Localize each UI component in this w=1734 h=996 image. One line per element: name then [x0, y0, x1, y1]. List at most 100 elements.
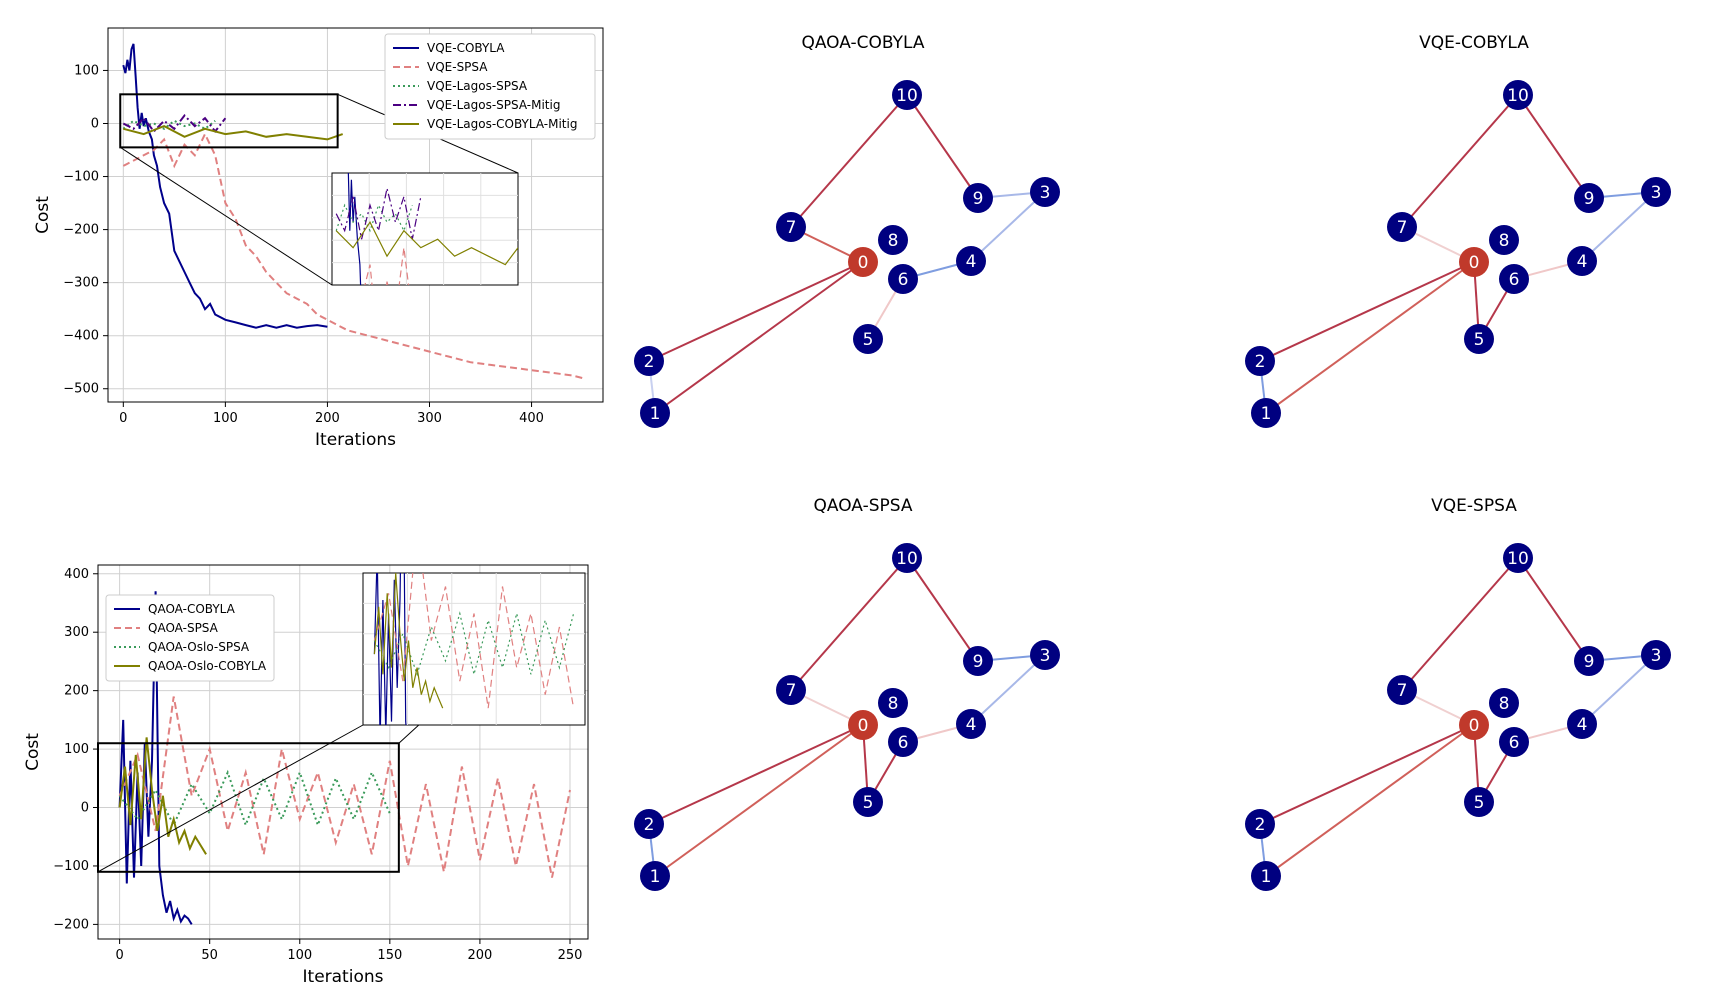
inset-axes [362, 572, 586, 726]
graph-node-6: 6 [888, 264, 918, 294]
graph-node-label: 8 [1499, 694, 1510, 714]
y-tick-label: −200 [63, 223, 99, 238]
graph-node-label: 9 [973, 189, 984, 209]
legend-label-3: VQE-Lagos-SPSA-Mitig [427, 98, 560, 112]
graph-node-circle [1245, 809, 1275, 839]
graph-node-label: 8 [888, 231, 899, 251]
graph-node-label: 6 [1509, 733, 1520, 753]
graph-node-label: 6 [898, 270, 909, 290]
graph-node-circle [640, 861, 670, 891]
inset-series [335, 173, 518, 285]
graph-node-label: 7 [786, 218, 797, 238]
graph-node-circle [1489, 225, 1519, 255]
axes-frame [107, 27, 604, 403]
graph-edge-0-2 [648, 261, 864, 362]
graph-node-circle [776, 675, 806, 705]
graph-node-label: 4 [1577, 252, 1588, 272]
graph-node-circle [1464, 787, 1494, 817]
graph-node-circle [1030, 640, 1060, 670]
graph-edge-10-7 [790, 557, 908, 691]
graph-node-label: 3 [1651, 183, 1662, 203]
graph-node-3: 3 [1030, 640, 1060, 670]
graph-edge-0-1 [1265, 261, 1475, 414]
graph-node-2: 2 [1245, 346, 1275, 376]
graph-node-circle [1641, 640, 1671, 670]
graph-node-circle [892, 80, 922, 110]
graph-node-6: 6 [1499, 727, 1529, 757]
x-tick-label: 100 [213, 411, 238, 426]
graph-node-circle [878, 225, 908, 255]
x-tick-label: 300 [417, 411, 442, 426]
graph-node-10: 10 [1503, 543, 1533, 573]
graph-edge-3-4 [970, 654, 1046, 725]
graph-node-6: 6 [888, 727, 918, 757]
x-tick-label: 250 [558, 948, 583, 963]
graph-node-label: 3 [1040, 646, 1051, 666]
graph-node-circle [956, 709, 986, 739]
zoom-connector [119, 146, 333, 286]
graph-node-circle [1459, 710, 1489, 740]
inset-series-line-4 [335, 221, 518, 266]
graph-node-9: 9 [963, 183, 993, 213]
series-line-1 [122, 131, 583, 380]
graph-panel-4: VQE-SPSA 0 1 2 3 4 5 6 7 8 9 10 [1245, 496, 1671, 891]
zoom-box [119, 93, 339, 149]
graph-node-circle [878, 688, 908, 718]
graph-node-circle [1567, 246, 1597, 276]
graph-edge-10-7 [790, 94, 908, 228]
series-line-3 [118, 737, 207, 855]
y-tick-label: 100 [64, 742, 89, 757]
series-line-0 [122, 43, 328, 329]
graph-node-circle [1459, 247, 1489, 277]
legend: QAOA-COBYLA QAOA-SPSA QAOA-Oslo-SPSA QAOA-O… [105, 594, 275, 682]
x-axis-label: Iterations [315, 430, 396, 450]
graph-node-8: 8 [1489, 688, 1519, 718]
y-tick-label: 0 [91, 116, 99, 131]
graph-node-circle [1499, 727, 1529, 757]
graph-node-label: 1 [650, 867, 661, 887]
graph-node-2: 2 [634, 809, 664, 839]
graph-node-label: 3 [1651, 646, 1662, 666]
graph-node-10: 10 [892, 543, 922, 573]
y-tick-label: 0 [81, 801, 89, 816]
graph-node-label: 9 [1584, 189, 1595, 209]
graph-node-circle [853, 787, 883, 817]
y-tick-label: 300 [64, 625, 89, 640]
y-tick-label: 200 [64, 684, 89, 699]
x-tick-label: 150 [377, 948, 402, 963]
graph-node-circle [848, 710, 878, 740]
inset-frame [331, 172, 519, 286]
graph-node-label: 2 [644, 815, 655, 835]
graph-node-label: 9 [973, 652, 984, 672]
graph-node-10: 10 [892, 80, 922, 110]
x-tick-label: 0 [119, 411, 127, 426]
graph-edge-0-1 [654, 261, 864, 414]
graph-node-label: 1 [650, 404, 661, 424]
y-tick-label: −100 [53, 859, 89, 874]
graph-node-5: 5 [1464, 787, 1494, 817]
graph-node-label: 9 [1584, 652, 1595, 672]
graph-node-label: 7 [786, 681, 797, 701]
legend: VQE-COBYLA VQE-SPSA VQE-Lagos-SPSA VQE-Lago… [384, 33, 596, 140]
graph-edge-10-7 [1401, 94, 1519, 228]
graph-node-circle [1251, 861, 1281, 891]
graph-node-circle [888, 727, 918, 757]
graph-node-label: 10 [1507, 86, 1529, 106]
graph-node-label: 10 [896, 86, 918, 106]
graph-edge-0-1 [1265, 724, 1475, 877]
graph-node-circle [963, 183, 993, 213]
graph-node-label: 7 [1397, 218, 1408, 238]
zoom-box [97, 742, 400, 873]
graph-node-label: 4 [966, 252, 977, 272]
graph-node-label: 5 [1474, 793, 1485, 813]
graph-node-circle [640, 398, 670, 428]
graph-node-circle [1387, 675, 1417, 705]
graph-node-circle [634, 346, 664, 376]
graph-node-3: 3 [1030, 177, 1060, 207]
y-axis-label: Cost [23, 733, 43, 771]
graph-edge-3-4 [1581, 191, 1657, 262]
graph-edge-10-7 [1401, 557, 1519, 691]
line-chart-1: 0 100 200 300 400 100 0 −100 −200 −300 −400 −500 Ite… [33, 27, 604, 450]
graph-node-label: 3 [1040, 183, 1051, 203]
graph-node-1: 1 [1251, 861, 1281, 891]
